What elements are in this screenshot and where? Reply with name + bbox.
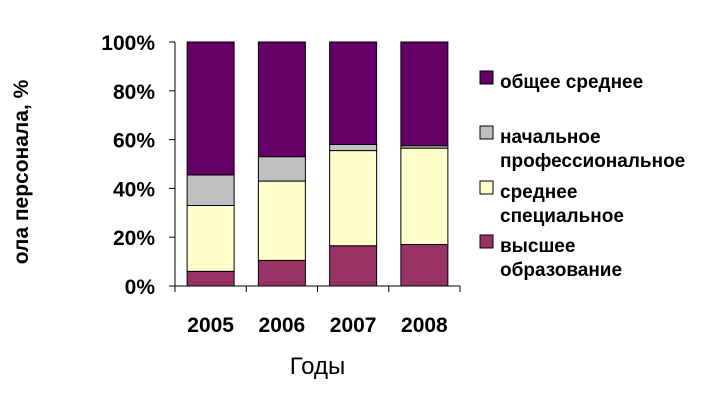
bar-segment — [257, 180, 306, 261]
x-axis-title: Годы — [290, 353, 345, 380]
y-tick-label: 100% — [101, 32, 155, 55]
bar-segment — [186, 174, 235, 206]
y-tick-label: 40% — [113, 178, 155, 201]
bar-segment — [186, 204, 235, 272]
bar-segment — [329, 41, 378, 145]
plot-area: 0% 20% 40% 60% 80% 100% 2005 2006 2007 2008 — [101, 32, 461, 337]
legend-label: среднее специальное — [500, 182, 624, 227]
bar-segment — [329, 245, 378, 287]
legend-label: общее среднее — [500, 72, 643, 93]
bar-segment — [400, 41, 449, 147]
bar-segment — [400, 244, 449, 287]
legend-swatch — [479, 234, 494, 249]
x-tick-label: 2008 — [401, 314, 448, 337]
y-tick-label: 60% — [113, 130, 155, 153]
bar-segment — [257, 156, 306, 182]
y-axis-title: ола персонала, % — [10, 79, 33, 264]
bar-segment — [186, 41, 235, 176]
x-tick-label: 2007 — [330, 314, 377, 337]
x-tick-label: 2005 — [187, 314, 234, 337]
legend: общее среднее начальное профессиональное ср… — [479, 70, 685, 281]
y-tick-label: 80% — [113, 81, 155, 104]
y-tick-label: 20% — [113, 227, 155, 250]
bar-segment — [329, 150, 378, 247]
legend-swatch — [479, 125, 494, 140]
bar-segment — [329, 143, 378, 152]
bar-segment — [186, 270, 235, 287]
legend-label: высшее образование — [500, 236, 622, 281]
legend-swatch — [479, 70, 494, 85]
y-tick-label: 0% — [125, 276, 156, 299]
bar-segment — [257, 41, 306, 158]
bar-segment — [257, 259, 306, 287]
bar-segment — [400, 147, 449, 246]
legend-label: начальное профессиональное — [500, 127, 685, 172]
legend-swatch — [479, 180, 494, 195]
y-axis-title-group: ола персонала, % — [10, 79, 33, 264]
x-tick-label: 2006 — [259, 314, 306, 337]
